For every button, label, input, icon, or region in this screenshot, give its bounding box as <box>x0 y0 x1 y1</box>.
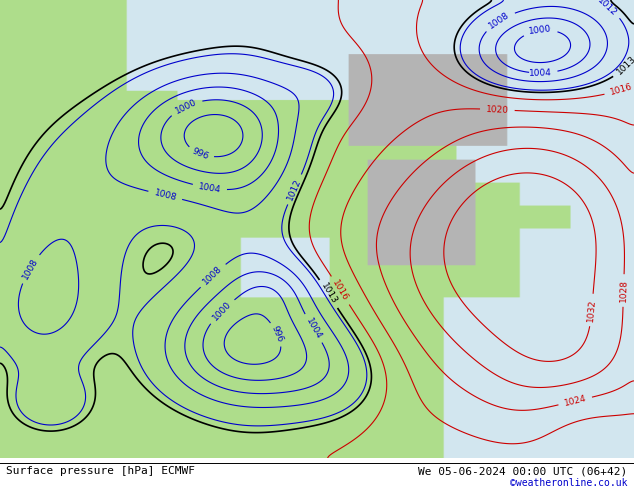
Text: 1032: 1032 <box>586 298 597 322</box>
Text: 1008: 1008 <box>153 188 178 202</box>
Text: 996: 996 <box>191 147 210 161</box>
Text: 1008: 1008 <box>20 256 39 281</box>
Text: 1012: 1012 <box>286 177 303 202</box>
Text: 1000: 1000 <box>528 24 552 36</box>
Text: 1004: 1004 <box>529 68 552 78</box>
Text: 1016: 1016 <box>330 278 350 303</box>
Text: 1013: 1013 <box>319 282 339 306</box>
Text: 996: 996 <box>270 324 285 344</box>
Text: 1004: 1004 <box>198 182 222 194</box>
Text: 1024: 1024 <box>563 394 587 408</box>
Text: 1028: 1028 <box>619 279 628 302</box>
Text: 1016: 1016 <box>609 82 633 98</box>
Text: ©weatheronline.co.uk: ©weatheronline.co.uk <box>510 478 628 488</box>
Text: 1012: 1012 <box>596 0 619 18</box>
Text: 1008: 1008 <box>202 264 224 287</box>
Text: 1000: 1000 <box>210 300 233 322</box>
Text: 1000: 1000 <box>174 97 198 116</box>
Text: 1008: 1008 <box>488 10 512 31</box>
Text: Surface pressure [hPa] ECMWF: Surface pressure [hPa] ECMWF <box>6 466 195 476</box>
Text: 1004: 1004 <box>304 316 323 341</box>
Text: We 05-06-2024 00:00 UTC (06+42): We 05-06-2024 00:00 UTC (06+42) <box>418 466 628 476</box>
Text: 1020: 1020 <box>486 105 509 115</box>
Text: 1013: 1013 <box>615 54 634 76</box>
